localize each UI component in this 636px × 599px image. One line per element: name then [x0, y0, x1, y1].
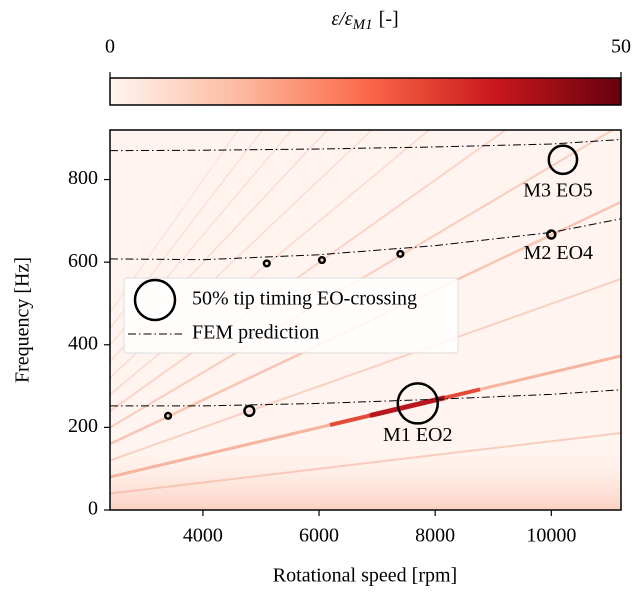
x-tick-label: 6000 — [299, 525, 339, 547]
eo-crossing-marker — [317, 256, 327, 265]
legend-label: 50% tip timing EO-crossing — [192, 288, 417, 310]
colorbar-tick-label: 50 — [611, 36, 631, 58]
fem-curve — [109, 218, 622, 261]
y-tick-label: 600 — [68, 250, 98, 272]
eo-crossing-marker — [163, 411, 173, 420]
eo-crossing-marker — [546, 229, 557, 240]
y-axis-label: Frequency [Hz] — [12, 257, 34, 383]
x-tick-label: 4000 — [183, 525, 223, 547]
eo-streak — [110, 130, 264, 329]
fem-curve — [110, 389, 622, 407]
y-tick-label: 400 — [68, 332, 98, 354]
eo-streak — [110, 130, 293, 346]
legend-marker — [133, 278, 177, 322]
eo-crossing-marker — [547, 144, 579, 176]
eo-streak — [110, 278, 621, 462]
annotation: M3 EO5 — [523, 179, 592, 201]
eo-streak — [110, 130, 615, 429]
legend-box — [123, 277, 459, 354]
y-tick-label: 0 — [88, 498, 98, 520]
eo-streak — [110, 432, 621, 495]
x-tick-label: 8000 — [415, 525, 455, 547]
colorbar-label-sub: M1 — [352, 17, 373, 33]
colorbar-label-base: ε/ε — [331, 8, 352, 30]
eo-crossing-marker — [396, 249, 405, 258]
legend-label: FEM prediction — [192, 322, 319, 344]
colorbar-tick-label: 0 — [105, 36, 115, 58]
plot-frame — [109, 129, 622, 511]
colorbar-label: ε/εM1 [-] — [331, 8, 398, 34]
colorbar-label-unit: [-] — [379, 8, 399, 30]
x-axis-label: Rotational speed [rpm] — [273, 565, 457, 587]
eo-crossing-marker — [243, 404, 256, 418]
eo-streak — [110, 130, 240, 313]
y-tick-label: 800 — [68, 167, 98, 189]
fem-curve — [109, 139, 622, 152]
eo-crossing-marker — [262, 259, 271, 268]
colorbar — [109, 77, 622, 106]
eo-crossing-marker — [396, 382, 440, 425]
eo-streak-resonance — [369, 395, 446, 418]
annotation: M2 EO4 — [524, 242, 593, 264]
eo-streak — [110, 130, 329, 363]
x-tick-label: 10000 — [526, 525, 576, 547]
y-tick-label: 200 — [68, 415, 98, 437]
annotation: M1 EO2 — [383, 424, 452, 446]
